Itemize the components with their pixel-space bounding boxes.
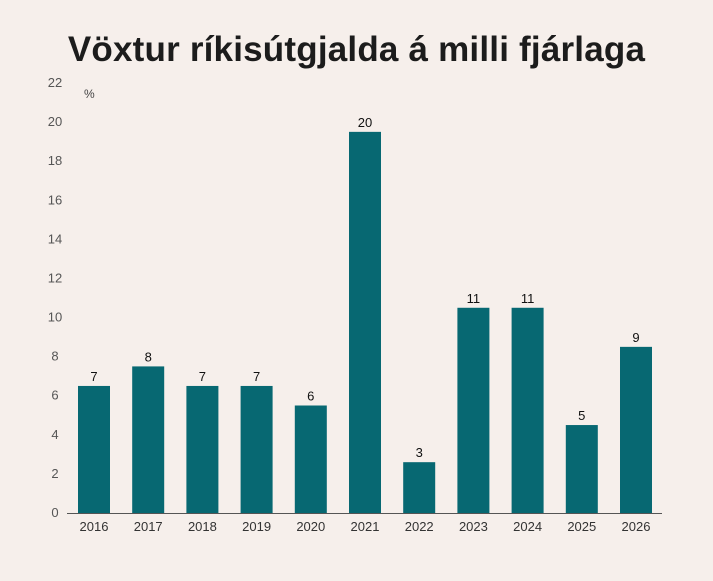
x-tick-label: 2024 xyxy=(513,519,542,534)
y-tick-label: 10 xyxy=(48,310,62,325)
x-tick-label: 2021 xyxy=(351,519,380,534)
bar xyxy=(403,462,436,513)
data-label: 8 xyxy=(145,349,152,364)
bars xyxy=(78,131,652,513)
y-tick-label: 6 xyxy=(51,388,58,403)
bar xyxy=(620,346,652,513)
x-tick-label: 2023 xyxy=(459,519,488,534)
x-tick-label: 2018 xyxy=(188,519,217,534)
y-tick-label: 0 xyxy=(51,505,58,520)
y-tick-label: 4 xyxy=(51,427,58,442)
data-label: 5 xyxy=(578,408,585,423)
bar xyxy=(240,385,273,513)
bar xyxy=(186,385,219,513)
y-tick-label: 16 xyxy=(48,192,62,207)
data-label: 3 xyxy=(416,445,423,460)
y-tick-label: 20 xyxy=(48,114,62,129)
data-label: 11 xyxy=(521,291,535,306)
y-axis-ticks: 0 2 4 6 8 10 12 14 16 18 20 22 xyxy=(48,75,62,520)
bar xyxy=(294,405,327,513)
x-tick-label: 2017 xyxy=(134,519,163,534)
x-axis-ticks: 2016 2017 2018 2019 2020 2021 2022 2023 2024 2025… xyxy=(80,519,651,534)
data-label: 20 xyxy=(358,115,372,130)
x-tick-label: 2022 xyxy=(405,519,434,534)
bar xyxy=(565,425,598,513)
data-label: 7 xyxy=(90,369,97,384)
bar xyxy=(511,307,544,513)
y-tick-label: 14 xyxy=(48,231,62,246)
x-tick-label: 2026 xyxy=(622,519,651,534)
x-tick-label: 2016 xyxy=(80,519,109,534)
data-label: 6 xyxy=(307,389,314,404)
y-tick-label: 2 xyxy=(51,466,58,481)
y-tick-label: 8 xyxy=(51,349,58,364)
y-tick-label: 18 xyxy=(48,153,62,168)
y-tick-label: 12 xyxy=(48,270,62,285)
x-tick-label: 2020 xyxy=(296,519,325,534)
y-tick-label: 22 xyxy=(48,75,62,90)
y-axis-unit: % xyxy=(84,87,95,101)
data-label: 7 xyxy=(253,369,260,384)
data-label: 11 xyxy=(467,291,481,306)
data-label: 9 xyxy=(632,330,639,345)
bar xyxy=(349,131,381,513)
x-tick-label: 2019 xyxy=(242,519,271,534)
bar xyxy=(78,385,110,513)
x-tick-label: 2025 xyxy=(567,519,596,534)
bar xyxy=(132,366,165,513)
data-label: 7 xyxy=(199,369,206,384)
data-labels: 7 8 7 7 6 20 3 11 11 5 9 xyxy=(90,115,639,460)
chart-title: Vöxtur ríkisútgjalda á milli fjárlaga xyxy=(67,30,646,69)
bar xyxy=(457,307,490,513)
